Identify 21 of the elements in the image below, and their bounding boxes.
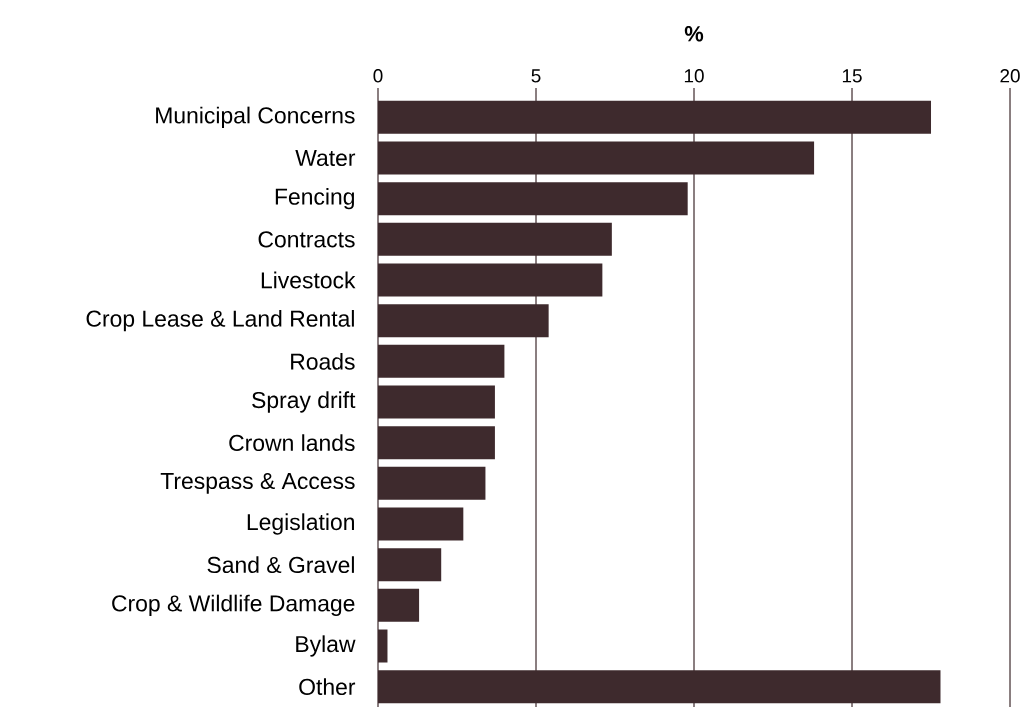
y-tick-label: Legislation (247, 513, 354, 535)
y-tick-label: Spray drift (252, 391, 356, 413)
x-tick-label: 20 (1000, 69, 1020, 83)
y-tick-label: Contracts (258, 231, 355, 248)
y-tick-label: Water (295, 150, 356, 166)
x-tick-label: 15 (842, 69, 862, 83)
x-tick-label: 5 (531, 69, 541, 83)
y-tick-label: Fencing (275, 187, 354, 210)
y-tick-label: Crown lands (229, 434, 355, 452)
y-tick-label: Roads (291, 352, 355, 370)
y-tick-label: Bylaw (296, 635, 356, 657)
y-tick-label: Trespass & Access (160, 473, 355, 494)
x-tick-label: 0 (373, 69, 383, 83)
y-tick-label: Sand & Gravel (207, 556, 354, 574)
x-tick-label: 10 (684, 69, 704, 83)
y-tick-label: Livestock (261, 271, 356, 289)
y-tick-label: Crop Lease & Land Rental (86, 309, 354, 332)
y-tick-label: Other (299, 678, 356, 696)
x-axis-title: % (684, 26, 704, 42)
y-tick-label: Crop & Wildlife Damage (112, 594, 355, 617)
y-tick-label: Municipal Concerns (156, 106, 355, 129)
